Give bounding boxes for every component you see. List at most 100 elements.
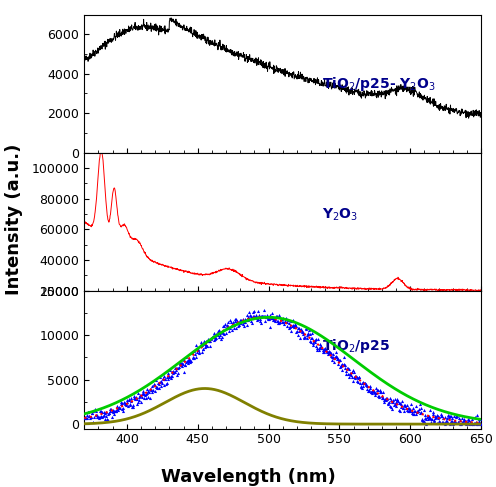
Point [203,342,211,350]
Point [392,402,400,410]
Point [472,418,480,426]
Point [456,420,464,428]
Point [131,394,139,402]
Point [273,312,281,320]
Point [85,412,93,420]
Point [81,413,89,421]
Point [373,386,381,393]
Point [113,405,121,413]
Point [135,393,143,401]
Point [333,355,341,363]
Point [227,318,235,326]
Point [431,412,439,420]
Point [103,415,111,423]
Point [341,364,349,372]
Point [113,403,121,411]
Point [334,360,342,368]
Point [199,345,207,353]
Point [392,398,400,406]
Point [309,334,316,341]
Point [187,357,195,365]
Point [457,420,465,428]
Point [360,378,368,386]
Point [265,315,273,322]
Point [93,411,101,418]
Point [274,317,282,325]
Point [86,414,94,422]
Point [461,417,469,425]
Point [308,329,316,337]
Point [312,342,320,350]
Point [100,408,108,415]
Point [336,363,344,371]
Point [416,409,424,417]
Point [382,396,390,404]
Point [393,395,401,403]
Point [394,397,402,405]
Point [385,393,393,401]
Point [143,385,151,393]
Point [379,394,387,402]
Point [144,393,152,401]
Point [107,405,115,413]
Point [389,396,397,404]
Point [260,306,268,314]
Point [361,379,369,387]
Point [223,321,231,329]
Point [132,393,140,401]
Point [138,393,146,401]
Point [186,357,193,365]
Point [341,361,349,369]
Point [164,375,172,383]
Point [321,344,329,352]
Point [114,404,122,412]
Point [254,307,262,315]
Point [460,415,468,423]
Point [140,394,148,402]
Point [196,340,204,348]
Point [425,412,433,420]
Point [253,316,261,323]
Point [171,368,179,376]
Point [241,318,249,325]
Point [120,407,127,414]
Point [287,317,295,325]
Point [439,414,447,422]
Point [435,413,443,421]
Point [378,394,386,402]
Point [116,404,124,412]
Point [360,378,368,386]
Point [181,361,188,369]
Point [318,344,326,352]
Point [280,320,288,328]
Point [336,356,344,364]
Point [475,415,483,423]
Point [259,312,267,320]
Point [198,348,206,356]
Point [233,324,241,332]
Point [358,379,366,387]
Point [316,340,324,348]
Point [373,393,381,400]
Point [442,417,450,425]
Point [284,316,292,324]
Point [387,403,395,411]
Point [240,322,248,330]
Point [428,415,436,423]
Point [124,396,132,404]
Point [210,337,218,344]
Point [452,412,460,420]
Point [110,411,118,418]
Point [301,333,309,340]
Point [207,335,215,342]
Point [149,386,157,393]
Point [250,307,258,315]
Point [216,329,224,337]
Point [259,312,267,319]
Point [459,418,467,426]
Point [160,372,168,380]
Point [377,388,385,396]
Point [148,383,156,391]
Point [415,405,423,413]
Point [118,405,125,413]
